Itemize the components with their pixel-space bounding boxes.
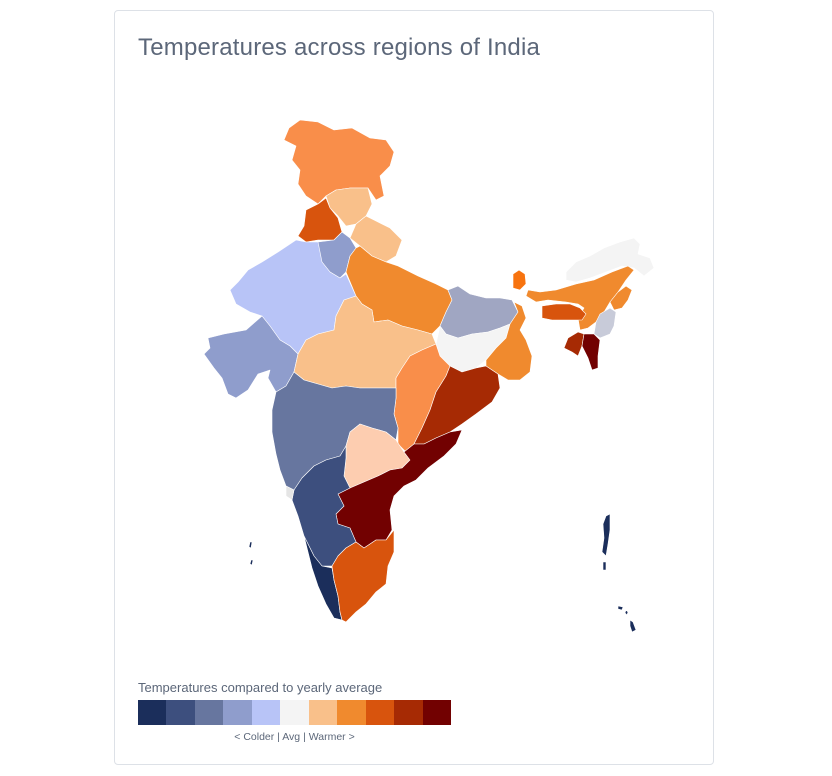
- region-nagaland[interactable]: Nagaland: [609, 285, 633, 311]
- legend-swatch: [223, 700, 252, 725]
- legend-swatch: [394, 700, 423, 725]
- region-lakshadweep[interactable]: Lakshadweep: [248, 541, 254, 566]
- legend-swatch: [166, 700, 195, 725]
- legend-title: Temperatures compared to yearly average: [138, 680, 383, 695]
- legend-caption: < Colder | Avg | Warmer >: [234, 731, 355, 743]
- legend-swatch: [308, 700, 338, 725]
- region-mizoram[interactable]: Mizoram: [581, 333, 601, 371]
- region-andaman-nicobar[interactable]: Andaman & Nicobar Islands: [601, 513, 637, 633]
- region-west-bengal[interactable]: West Bengal: [485, 301, 533, 381]
- region-goa[interactable]: Goa: [285, 485, 295, 501]
- region-odisha[interactable]: Odisha: [413, 365, 501, 445]
- legend-swatch: [280, 700, 309, 725]
- legend-swatch: [422, 700, 451, 725]
- legend-swatch: [337, 700, 366, 725]
- region-manipur[interactable]: Manipur: [593, 307, 617, 339]
- region-arunachal-pradesh[interactable]: Arunachal Pradesh: [565, 237, 655, 283]
- region-tripura[interactable]: Tripura: [563, 331, 585, 357]
- legend-color-scale: [138, 700, 451, 725]
- region-sikkim[interactable]: Sikkim: [512, 269, 527, 291]
- region-tamil-nadu[interactable]: Tamil Nadu: [331, 529, 395, 623]
- region-gujarat[interactable]: Gujarat: [203, 315, 299, 399]
- legend-swatch: [138, 700, 167, 725]
- legend-swatch: [194, 700, 224, 725]
- region-uttarakhand[interactable]: Uttarakhand: [349, 215, 403, 263]
- legend-swatch: [251, 700, 281, 725]
- chart-title: Temperatures across regions of India: [138, 34, 541, 61]
- legend-swatch: [365, 700, 395, 725]
- region-meghalaya[interactable]: Meghalaya: [541, 303, 587, 321]
- region-jammu-kashmir[interactable]: Jammu & Kashmir: [283, 119, 395, 205]
